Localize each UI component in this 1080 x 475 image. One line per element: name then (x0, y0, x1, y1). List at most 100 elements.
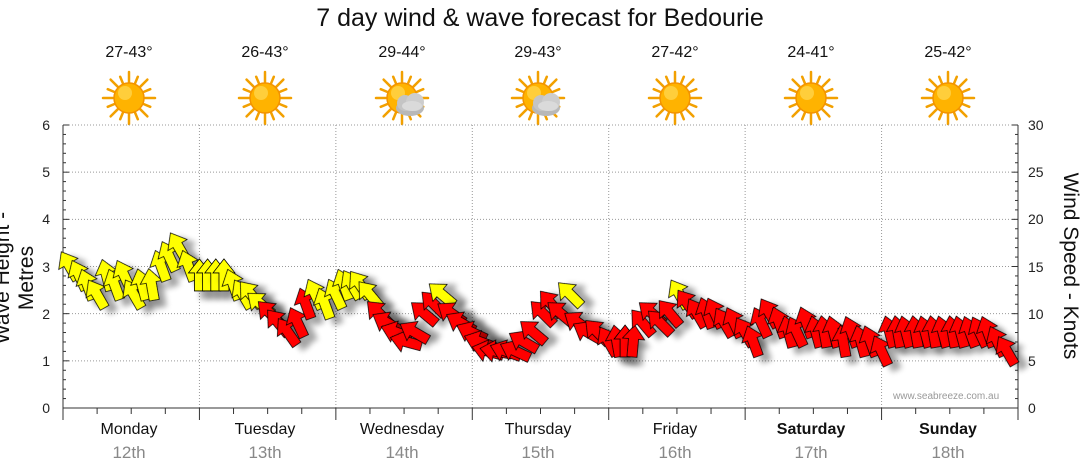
sun-ray (518, 108, 528, 118)
temp-day-7: 25-42° (924, 44, 972, 61)
sun-ray (118, 111, 125, 121)
sun-ray (391, 75, 398, 85)
sun-icon (647, 70, 703, 126)
sun-ray (415, 87, 425, 94)
sun-ray (278, 87, 288, 94)
sun-ray (688, 102, 698, 109)
sun-ray (242, 87, 252, 94)
sun-ray (685, 108, 695, 118)
sun-highlight (118, 86, 132, 100)
sun-ray (254, 111, 261, 121)
sun-ray (382, 108, 392, 118)
sun-ray (242, 102, 252, 109)
sun-group (920, 70, 976, 126)
sun-ray (925, 102, 935, 109)
temp-day-1: 27-43° (105, 44, 153, 61)
sun-ray (518, 78, 528, 88)
left-tick-4: 4 (42, 211, 50, 227)
wind-arrow (658, 300, 685, 329)
left-tick-1: 1 (42, 353, 50, 369)
temp-day-4: 29-43° (514, 44, 562, 61)
sun-ray (788, 102, 798, 109)
wind-arrow (558, 282, 586, 310)
sun-icon (920, 70, 976, 126)
date-label-17th: 17th (794, 443, 828, 462)
sun-ray (379, 102, 389, 109)
sun-ray (958, 108, 968, 118)
sun-ray (106, 87, 116, 94)
sun-cloud-icon (510, 70, 566, 126)
sun-ray (515, 87, 525, 94)
left-tick-5: 5 (42, 164, 50, 180)
sun-ray (937, 111, 944, 121)
sun-group (101, 70, 157, 126)
sun-ray (109, 108, 119, 118)
sun-ray (815, 111, 822, 121)
sun-ray (791, 78, 801, 88)
date-label-14th: 14th (385, 443, 419, 462)
sun-ray (142, 102, 152, 109)
right-tick-25: 25 (1028, 164, 1044, 180)
temp-day-2: 26-43° (241, 44, 289, 61)
sun-ray (952, 75, 959, 85)
sun-ray (515, 102, 525, 109)
right-tick-15: 15 (1028, 259, 1044, 275)
cloud-icon (532, 93, 560, 116)
sun-ray (391, 111, 398, 121)
sun-ray (815, 75, 822, 85)
left-tick-0: 0 (42, 400, 50, 416)
sun-group (647, 70, 703, 126)
sun-highlight (937, 86, 951, 100)
date-label-12th: 12th (112, 443, 146, 462)
sun-cloud-icon (374, 70, 430, 126)
sun-ray (139, 78, 149, 88)
sun-ray (269, 75, 276, 85)
sun-ray (269, 111, 276, 121)
sun-ray (254, 75, 261, 85)
sun-ray (679, 111, 686, 121)
date-label-15th: 15th (521, 443, 555, 462)
sun-ray (961, 87, 971, 94)
sun-ray (278, 102, 288, 109)
sun-ray (527, 111, 534, 121)
left-tick-6: 6 (42, 117, 50, 133)
cloud-icon (396, 93, 424, 116)
sun-ray (551, 87, 561, 94)
day-label-saturday: Saturday (776, 421, 846, 438)
sun-ray (925, 87, 935, 94)
wind-arrow (399, 320, 432, 345)
sun-ray (382, 78, 392, 88)
sun-ray (788, 87, 798, 94)
day-label-friday: Friday (652, 421, 698, 438)
sun-ray (824, 87, 834, 94)
sun-ray (275, 108, 285, 118)
right-tick-5: 5 (1028, 353, 1036, 369)
sun-ray (821, 78, 831, 88)
sun-ray (542, 75, 549, 85)
sun-ray (548, 78, 558, 88)
sun-ray (527, 75, 534, 85)
wind-arrow (621, 324, 646, 358)
sun-highlight (664, 86, 678, 100)
sun-ray (928, 108, 938, 118)
sun-group (783, 70, 839, 126)
sun-ray (245, 108, 255, 118)
sun-ray (118, 75, 125, 85)
right-tick-20: 20 (1028, 211, 1044, 227)
sun-ray (958, 78, 968, 88)
sun-highlight (254, 86, 268, 100)
sun-icon (237, 70, 293, 126)
sun-ray (821, 108, 831, 118)
sun-ray (133, 75, 140, 85)
temp-day-3: 29-44° (378, 44, 426, 61)
sun-ray (379, 87, 389, 94)
sun-ray (664, 111, 671, 121)
sun-ray (800, 75, 807, 85)
sun-ray (139, 108, 149, 118)
sun-ray (412, 78, 422, 88)
date-label-16th: 16th (658, 443, 692, 462)
sun-ray (245, 78, 255, 88)
day-label-monday: Monday (100, 421, 158, 438)
watermark: www.seabreeze.com.au (893, 391, 1000, 402)
cloud-part (538, 101, 558, 111)
